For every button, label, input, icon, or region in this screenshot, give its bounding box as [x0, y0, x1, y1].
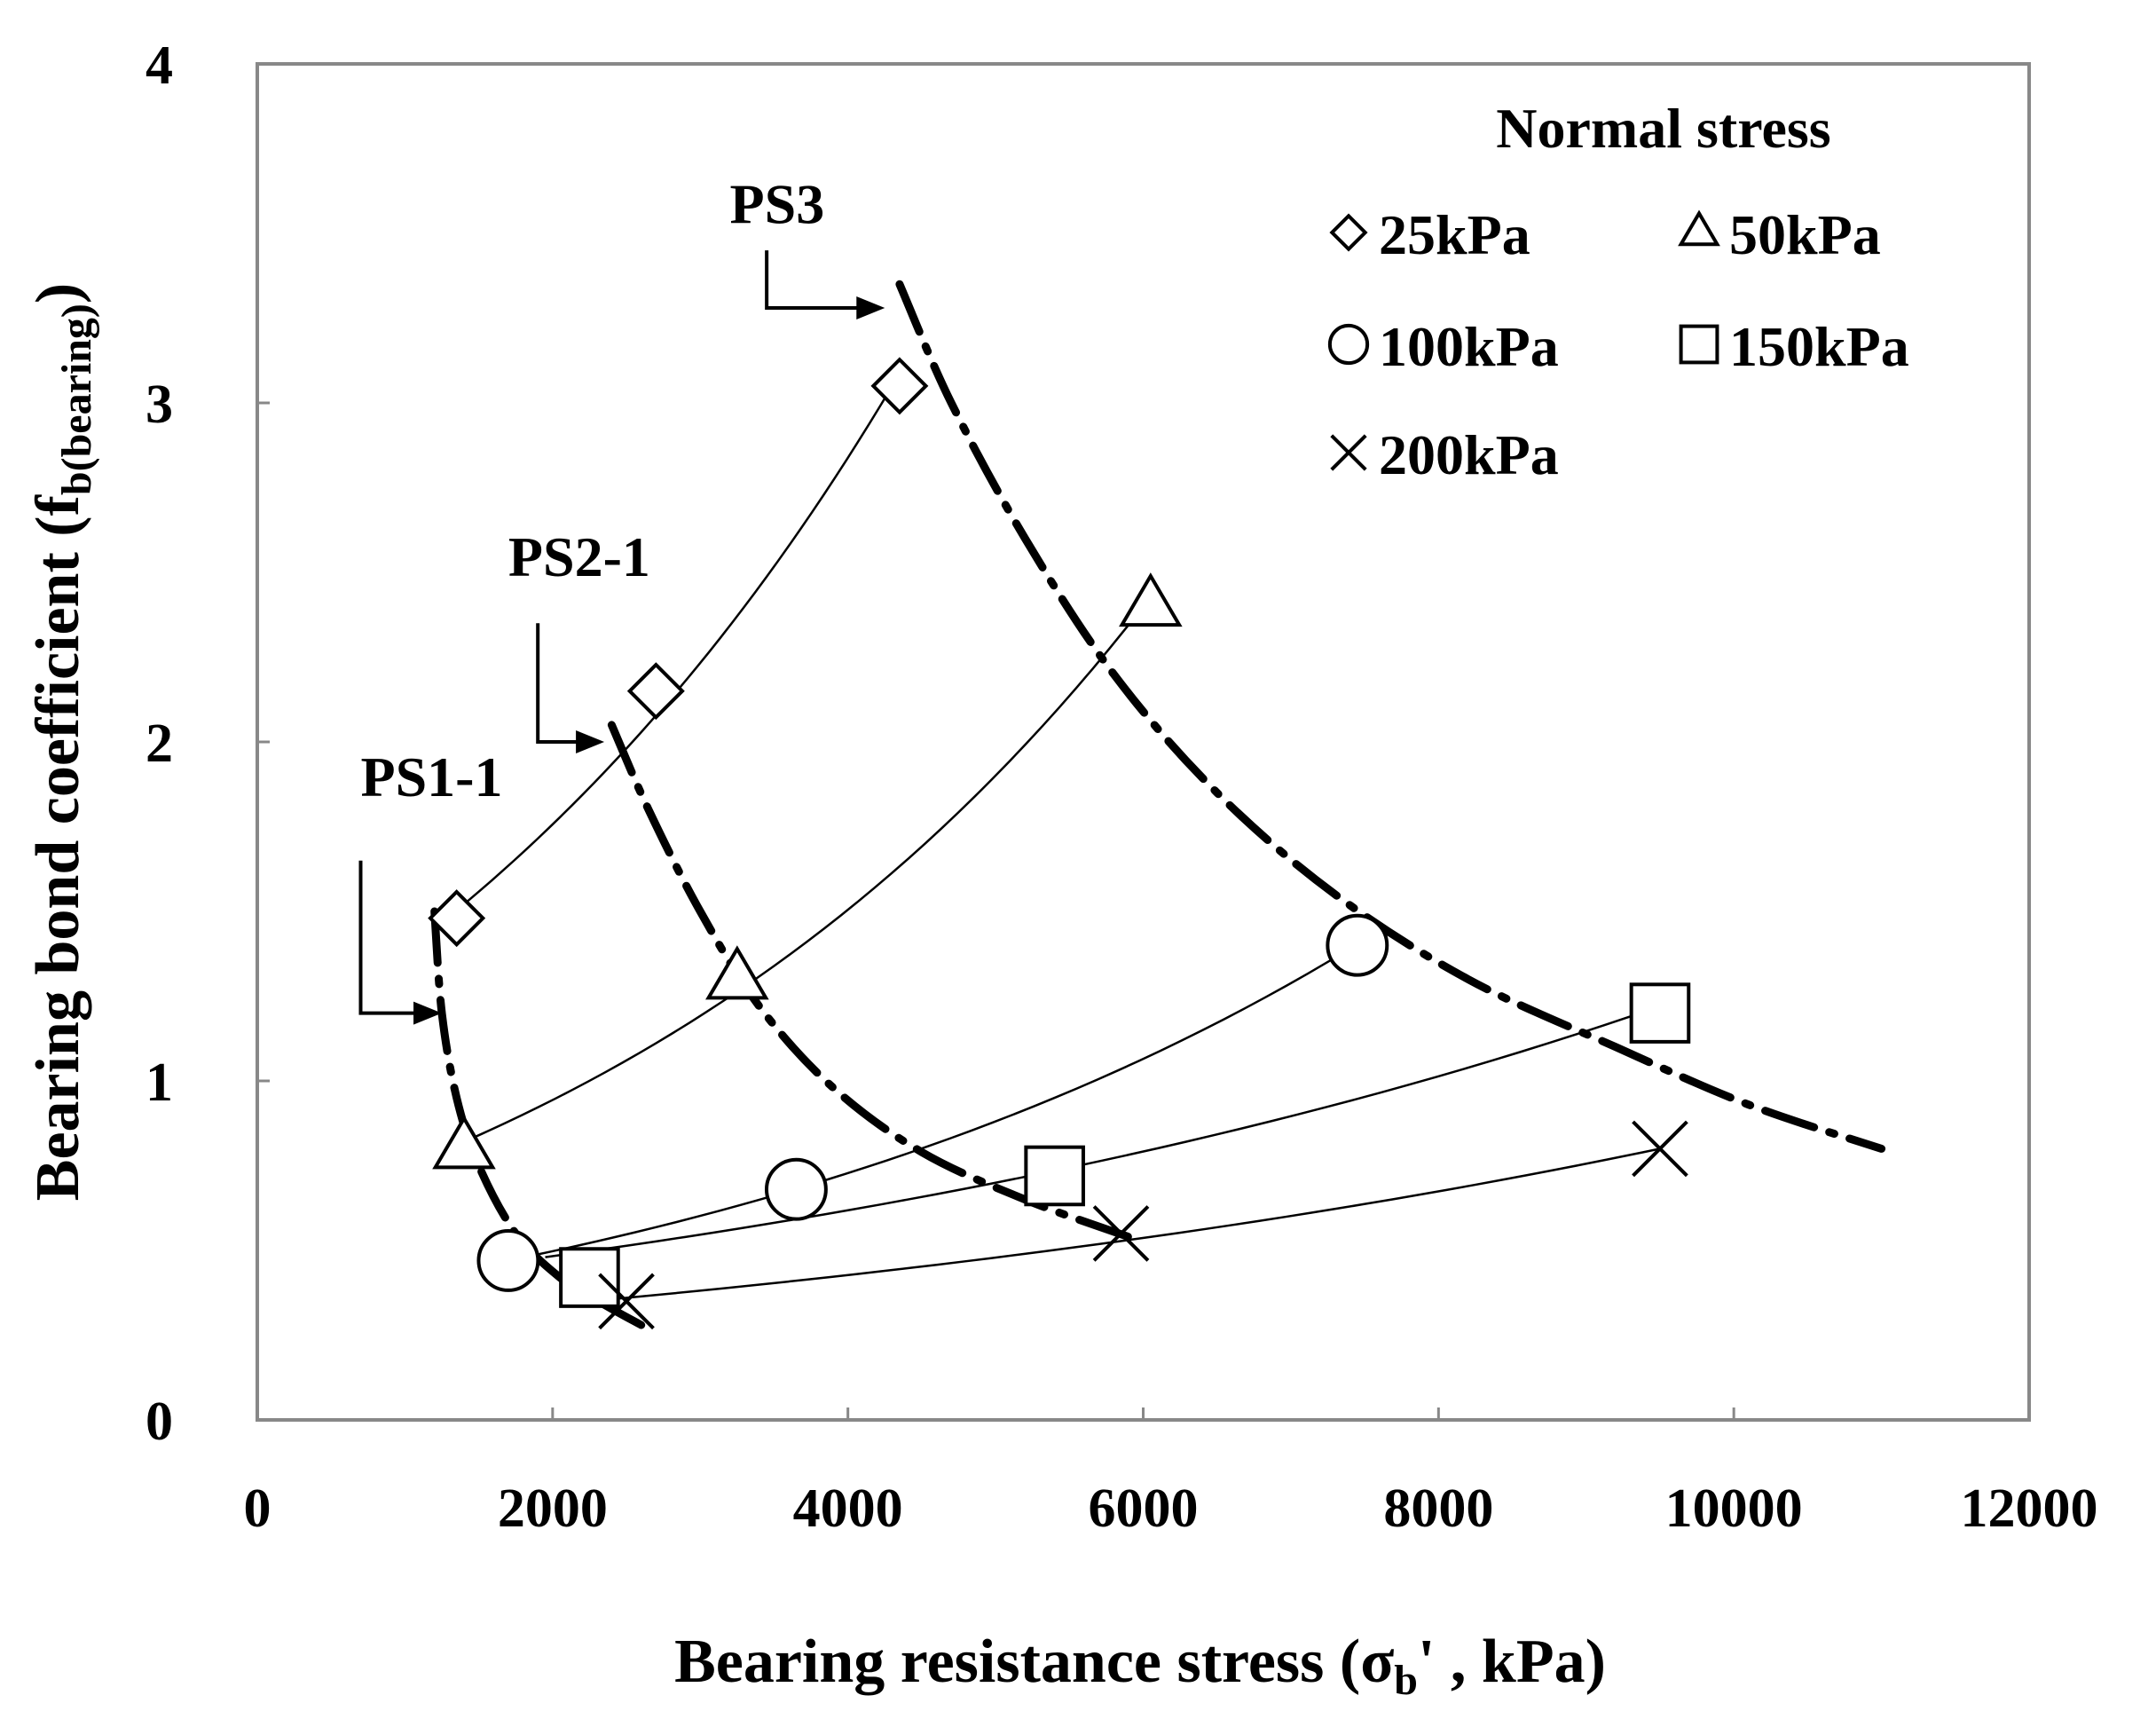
x-tick-label: 2000 — [498, 1478, 608, 1539]
data-point-50kPa — [705, 945, 769, 1000]
trend-line-150kPa — [545, 1005, 1661, 1258]
annotation-arrowhead — [576, 730, 605, 753]
annotation-label: PS1-1 — [360, 745, 502, 808]
legend-label: 200kPa — [1379, 423, 1559, 486]
x-tick-label: 6000 — [1089, 1478, 1199, 1539]
data-point-100kPa — [1326, 913, 1389, 977]
annotation-label: PS3 — [730, 173, 825, 236]
legend-label: 100kPa — [1379, 315, 1559, 378]
y-tick-label: 1 — [146, 1053, 173, 1113]
x-tick-label: 4000 — [793, 1478, 903, 1539]
data-point-25kPa — [626, 662, 685, 721]
annotation-arrowhead — [856, 296, 885, 320]
legend-marker-150kPa — [1679, 324, 1719, 365]
x-tick-label: 8000 — [1383, 1478, 1493, 1539]
x-tick-label: 12000 — [1961, 1478, 2098, 1539]
data-point-150kPa — [1629, 982, 1691, 1044]
x-axis: 0 2000 4000 6000 8000 10000 12000 — [244, 1407, 2098, 1539]
y-tick-label: 0 — [146, 1392, 173, 1452]
trend-line-200kPa — [589, 1147, 1661, 1303]
trend-line-50kPa — [470, 605, 1145, 1140]
plot-area — [256, 62, 2031, 1422]
legend-marker-50kPa — [1678, 209, 1720, 247]
data-point-100kPa — [476, 1229, 540, 1292]
x-axis-title: Bearing resistance stress (σb' , kPa) — [674, 1628, 1606, 1704]
annotations: PS1-1 PS2-1 PS3 — [358, 173, 885, 1025]
y-tick-label: 2 — [146, 714, 173, 774]
legend-label: 25kPa — [1379, 203, 1530, 266]
data-point-150kPa — [1024, 1145, 1085, 1207]
y-axis: 0 1 2 3 4 — [146, 35, 270, 1452]
data-point-150kPa — [559, 1247, 620, 1308]
y-tick-label: 4 — [146, 35, 173, 96]
annotation-arrow — [358, 860, 421, 1015]
data-point-50kPa — [432, 1115, 496, 1170]
x-tick-label: 0 — [244, 1478, 271, 1539]
data-point-50kPa — [1119, 572, 1183, 627]
y-tick-label: 3 — [146, 375, 173, 435]
trend-line-100kPa — [508, 947, 1351, 1262]
data-markers — [428, 357, 1691, 1330]
data-point-25kPa — [870, 357, 929, 415]
boundary-curves — [430, 280, 1886, 1329]
legend-marker-200kPa — [1330, 434, 1367, 471]
data-point-25kPa — [428, 889, 486, 948]
data-point-200kPa — [598, 1273, 655, 1330]
annotation-arrowhead — [413, 1001, 443, 1025]
data-point-100kPa — [764, 1157, 828, 1221]
data-point-200kPa — [1632, 1120, 1688, 1178]
legend-title: Normal stress — [1496, 97, 1830, 160]
boundary-curve-PS1-1 — [430, 907, 646, 1329]
legend-label: 50kPa — [1729, 203, 1881, 266]
annotation-arrow — [536, 623, 584, 744]
boundary-curve-PS3 — [895, 280, 1886, 1153]
legend-marker-25kPa — [1329, 213, 1368, 252]
y-axis-title: Bearing bond coefficient (fb(bearing)) — [24, 283, 100, 1201]
legend-marker-100kPa — [1327, 323, 1370, 366]
legend: Normal stress 25kPa 50kPa 100kPa 150kPa 200kP… — [1327, 97, 1909, 486]
legend-label: 150kPa — [1729, 315, 1909, 378]
boundary-curve-PS2-1 — [607, 721, 1133, 1242]
data-point-200kPa — [1092, 1205, 1150, 1262]
x-tick-label: 10000 — [1665, 1478, 1803, 1539]
annotation-arrow — [765, 250, 864, 311]
annotation-label: PS2-1 — [508, 525, 650, 588]
